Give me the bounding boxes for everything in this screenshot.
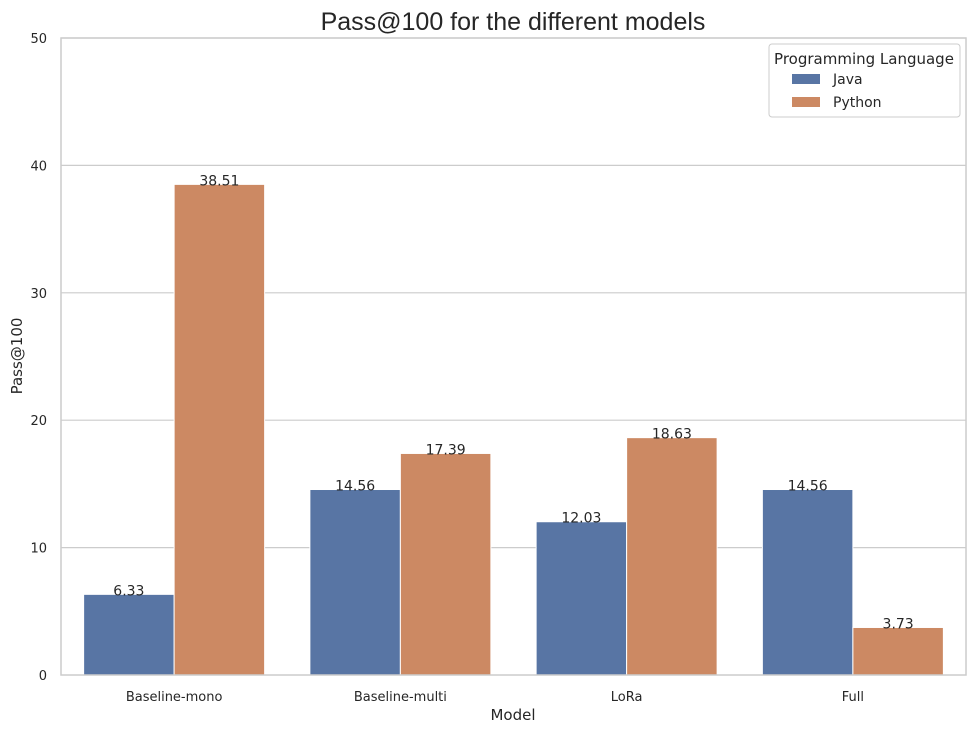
bars: [83, 183, 944, 676]
legend-label-python: Python: [833, 95, 882, 111]
data-label-python: 38.51: [199, 173, 239, 189]
data-label-java: 14.56: [335, 479, 375, 495]
x-tick-label: LoRa: [611, 690, 643, 705]
bar-python-3: [852, 626, 944, 676]
axes-frame: [60, 37, 967, 676]
y-tick-label: 10: [30, 542, 47, 557]
y-tick-label: 50: [30, 32, 47, 47]
x-tick-labels: Baseline-mono Baseline-multi LoRa Full: [126, 690, 864, 705]
data-label-java: 12.03: [561, 511, 601, 527]
x-tick-label: Baseline-mono: [126, 690, 223, 705]
bar-python-2: [626, 437, 718, 676]
x-axis-label: Model: [490, 706, 535, 724]
plot-frame: [60, 37, 967, 676]
y-tick-label: 40: [30, 159, 47, 174]
legend-title: Programming Language: [774, 50, 954, 68]
bar-java-1: [309, 489, 401, 676]
bar-java-0: [83, 593, 175, 676]
data-label-python: 17.39: [426, 442, 466, 458]
chart-title: Pass@100 for the different models: [321, 8, 706, 36]
data-labels: 6.33 38.51 14.56 17.39 12.03 18.63 14.56 3.73: [113, 173, 913, 632]
legend-swatch-java: [792, 74, 820, 84]
data-label-java: 6.33: [113, 583, 144, 599]
y-tick-label: 20: [30, 414, 47, 429]
y-axis-label: Pass@100: [8, 318, 26, 395]
y-tick-label: 30: [30, 287, 47, 302]
data-label-python: 18.63: [652, 427, 692, 443]
bar-python-0: [173, 183, 266, 676]
x-tick-label: Full: [842, 690, 864, 705]
bar-java-3: [761, 489, 854, 676]
legend: Programming Language Java Python: [768, 43, 961, 118]
y-tick-labels: 0 10 20 30 40 50: [30, 32, 47, 684]
data-label-python: 3.73: [883, 616, 914, 632]
legend-label-java: Java: [832, 72, 863, 88]
data-label-java: 14.56: [788, 479, 828, 495]
legend-swatch-python: [792, 97, 820, 107]
x-tick-label: Baseline-multi: [354, 690, 447, 705]
y-tick-label: 0: [39, 669, 47, 684]
bar-python-1: [399, 452, 492, 676]
bar-java-2: [535, 521, 628, 676]
